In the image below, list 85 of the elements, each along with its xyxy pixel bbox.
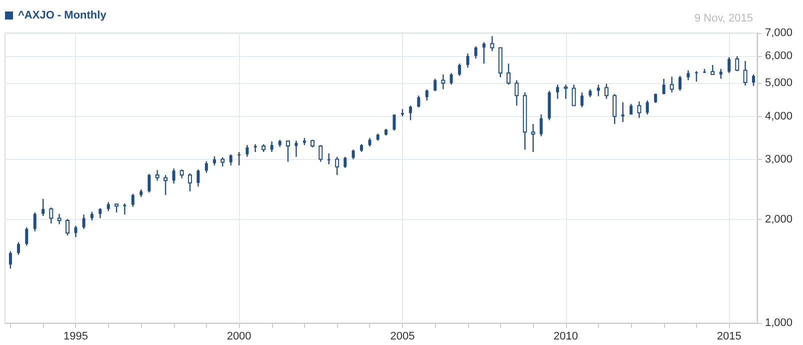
candlestick: [458, 63, 462, 76]
candlestick: [212, 156, 216, 166]
candlestick: [131, 193, 134, 208]
y-tick-label: 4,000: [765, 110, 793, 122]
candlestick: [572, 84, 576, 106]
candlestick: [719, 68, 722, 80]
candlestick: [188, 172, 192, 192]
candlestick: [506, 63, 511, 86]
candlestick: [254, 144, 257, 153]
candlestick: [82, 214, 86, 230]
y-tick-label: 6,000: [765, 50, 793, 62]
candlestick: [74, 225, 78, 238]
candlestick: [670, 76, 674, 93]
candlestick: [352, 149, 355, 160]
candlestick: [229, 154, 232, 166]
candlestick: [220, 156, 225, 167]
candlestick: [98, 208, 102, 219]
candlestick: [474, 46, 478, 60]
candlestick: [728, 56, 731, 74]
candlestick: [654, 93, 658, 104]
candlestick: [752, 74, 756, 86]
candlestick: [678, 75, 682, 92]
candlestick: [392, 114, 396, 132]
y-tick-label: 5,000: [765, 77, 793, 90]
candlestick: [686, 70, 690, 81]
candlestick: [425, 88, 428, 102]
candlestick: [246, 144, 249, 158]
candlestick: [327, 152, 330, 165]
x-tick-label: 2010: [554, 330, 578, 342]
candlestick: [148, 173, 151, 194]
candlestick: [57, 213, 62, 225]
x-tick-label: 2000: [226, 330, 252, 342]
candlestick: [164, 174, 168, 196]
y-tick-label: 1,000: [765, 317, 793, 329]
candlestick: [694, 70, 698, 82]
candlestick: [33, 212, 36, 232]
candlestick: [540, 114, 543, 137]
candlestick: [42, 198, 45, 217]
candlestick: [612, 93, 617, 125]
candlestick: [564, 84, 568, 100]
candlestick: [318, 144, 323, 162]
candlestick: [172, 168, 176, 184]
candlestick: [409, 105, 412, 121]
legend-label: ^AXJO - Monthly: [18, 10, 108, 22]
candlestick: [344, 156, 347, 169]
candlestick: [556, 84, 560, 100]
candlestick: [204, 160, 208, 174]
y-tick-label: 3,000: [765, 153, 793, 166]
candlestick: [596, 84, 600, 97]
y-tick-label: 2,000: [765, 214, 793, 226]
candlestick: [49, 206, 54, 224]
candlestick: [466, 52, 470, 68]
candlestick: [417, 94, 420, 108]
candlestick: [637, 100, 642, 118]
candlestick: [735, 56, 740, 72]
candlestick: [17, 242, 20, 256]
candlestick: [490, 36, 494, 52]
x-tick-label: 2015: [716, 330, 742, 342]
candlestick: [25, 226, 28, 246]
candlestick: [335, 156, 340, 176]
candlestick: [238, 151, 241, 166]
text: 9 Nov, 2015: [694, 12, 754, 24]
candlestick: [514, 80, 519, 106]
candlestick: [196, 168, 200, 188]
candlestick: [8, 250, 12, 270]
candlestick: [646, 100, 649, 116]
x-tick-label: 1995: [64, 330, 88, 342]
candlestick: [434, 78, 437, 92]
candlestick: [270, 140, 274, 153]
candlestick: [441, 74, 446, 90]
candlestick: [662, 78, 666, 95]
candlestick: [580, 92, 584, 108]
candlestick: [482, 42, 486, 64]
candlestick: [66, 218, 70, 236]
candlestick: [604, 83, 608, 100]
candlestick: [531, 123, 536, 153]
candlestick: [294, 140, 298, 158]
candlestick: [155, 169, 160, 182]
candlestick: [621, 102, 624, 123]
y-tick-label: 7,000: [765, 27, 793, 39]
candlestick: [710, 64, 715, 76]
candlestick: [743, 60, 748, 86]
x-tick-label: 2005: [390, 330, 415, 342]
candlestick: [450, 72, 453, 86]
candlestick: [286, 140, 290, 162]
